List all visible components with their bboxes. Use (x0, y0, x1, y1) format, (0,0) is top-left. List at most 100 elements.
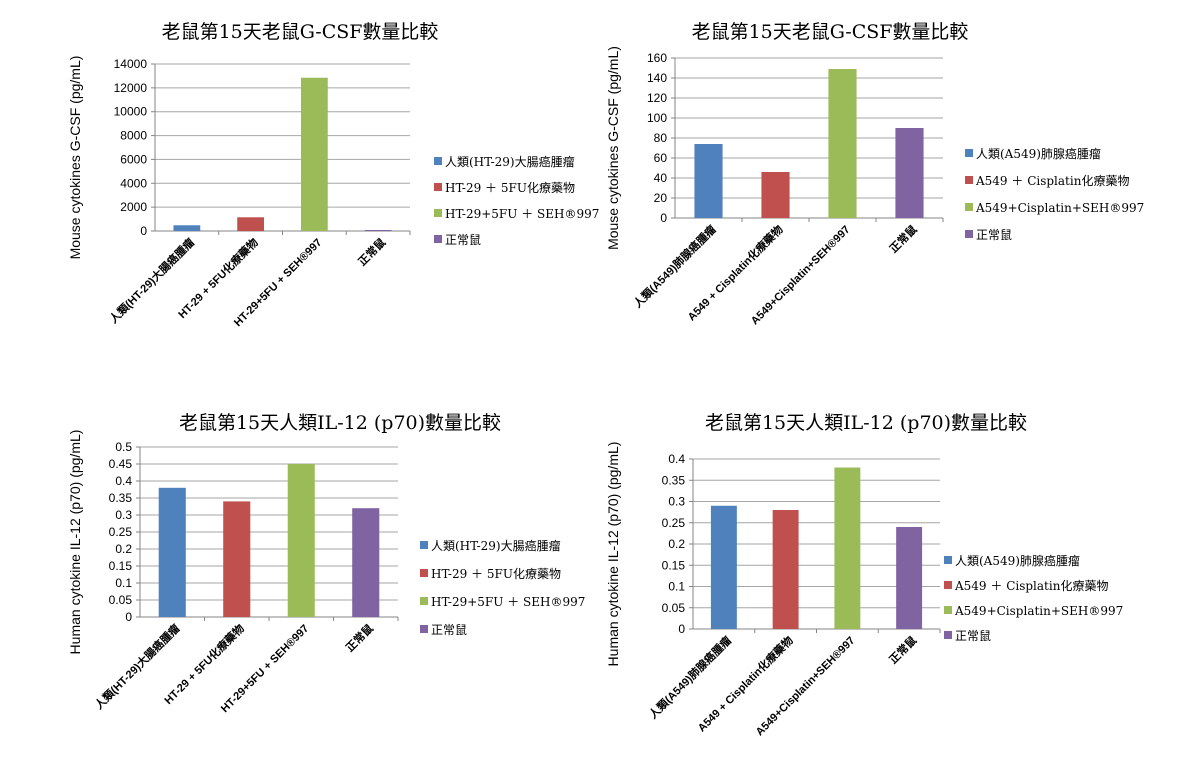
y-axis-label: Mouse cytokines G-CSF (pg/mL) (67, 56, 83, 260)
y-tick-label: 0.45 (109, 457, 133, 471)
bar (364, 230, 392, 231)
legend-label: 正常鼠 (431, 623, 467, 637)
y-tick-label: 0.35 (662, 473, 686, 487)
legend-swatch (434, 235, 442, 243)
chart-1: 老鼠第15天老鼠G-CSF數量比較 0 2000 4000 6000 8000 10000 1… (67, 21, 599, 329)
y-tick-label: 0.3 (115, 508, 132, 522)
y-tick-label: 0.5 (115, 440, 132, 454)
y-tick-label: 4000 (120, 176, 147, 190)
y-tick-label: 120 (647, 91, 667, 105)
y-tick-label: 0.25 (109, 525, 133, 539)
legend-swatch (420, 541, 428, 549)
chart-title: 老鼠第15天人類IL-12 (p70)數量比較 (705, 412, 1027, 434)
legend-swatch (965, 230, 973, 238)
y-tick-label: 0.1 (668, 580, 685, 594)
y-tick-label: 0 (125, 610, 132, 624)
bar (895, 128, 924, 218)
y-axis-label: Human cytokine IL-12 (p70) (pg/mL) (67, 430, 83, 655)
y-axis-label: Human cytokine IL-12 (p70) (pg/mL) (605, 442, 621, 667)
y-tick-label: 0 (660, 211, 667, 225)
y-tick-label: 10000 (114, 105, 148, 119)
y-tick-label: 160 (647, 51, 667, 65)
y-tick-label: 0 (140, 224, 147, 238)
bar (772, 510, 799, 629)
y-tick-label: 60 (654, 151, 668, 165)
legend-swatch (420, 569, 428, 577)
legend-label: A549 ＋ Cisplatin化療藥物 (954, 579, 1108, 593)
x-tick-label: A549+Cisplatin+SEH®997 (754, 635, 858, 739)
bar (834, 467, 861, 629)
legend-swatch (420, 625, 428, 633)
legend-label: HT-29 ＋ 5FU化療藥物 (431, 567, 561, 581)
legend-swatch (965, 149, 973, 157)
legend-swatch (420, 597, 428, 605)
y-tick-label: 12000 (114, 81, 148, 95)
legend-swatch (965, 203, 973, 211)
legend-swatch (944, 581, 952, 589)
legend-label: HT-29 ＋ 5FU化療藥物 (445, 181, 575, 195)
bar (710, 505, 737, 629)
legend-swatch (434, 157, 442, 165)
y-axis-label: Mouse cytokines G-CSF (pg/mL) (605, 46, 621, 250)
legend-swatch (434, 183, 442, 191)
x-tick-label: 正常鼠 (886, 222, 919, 255)
y-tick-label: 0.2 (115, 542, 132, 556)
legend-swatch (944, 631, 952, 639)
y-tick-label: 100 (647, 111, 667, 125)
legend-label: HT-29+5FU ＋ SEH®997 (445, 207, 599, 221)
legend-label: 正常鼠 (976, 228, 1012, 242)
bar (173, 225, 201, 231)
y-tick-label: 14000 (114, 57, 148, 71)
chart-3: 老鼠第15天人類IL-12 (p70)數量比較 0 0.05 0.1 0.15 0.2 0.… (67, 412, 585, 715)
y-tick-label: 0.15 (662, 558, 686, 572)
chart-title: 老鼠第15天人類IL-12 (p70)數量比較 (179, 412, 501, 434)
y-tick-label: 0.3 (668, 495, 685, 509)
legend-label: A549+Cisplatin+SEH®997 (975, 201, 1144, 215)
bar (300, 77, 328, 231)
y-tick-label: 0.15 (109, 559, 133, 573)
x-tick-label: 正常鼠 (886, 633, 919, 666)
legend-swatch (434, 209, 442, 217)
legend-swatch (944, 556, 952, 564)
y-tick-label: 0.4 (668, 452, 685, 466)
y-tick-label: 20 (654, 191, 668, 205)
bar (761, 172, 790, 218)
legend-label: 人類(A549)肺腺癌腫瘤 (976, 146, 1101, 161)
bar (223, 501, 251, 617)
bar (352, 508, 380, 617)
legend-label: 正常鼠 (955, 629, 991, 643)
bar (237, 217, 265, 231)
y-tick-label: 80 (654, 131, 668, 145)
bar (896, 527, 923, 629)
y-tick-label: 0.1 (115, 576, 132, 590)
chart-title: 老鼠第15天老鼠G-CSF數量比較 (162, 21, 439, 43)
legend-label: A549 ＋ Cisplatin化療藥物 (975, 174, 1129, 188)
y-tick-label: 0.05 (662, 601, 686, 615)
y-tick-label: 0.25 (662, 516, 686, 530)
y-tick-label: 0 (678, 622, 685, 636)
legend-label: 人類(A549)肺腺癌腫瘤 (955, 553, 1080, 568)
y-tick-label: 0.4 (115, 474, 132, 488)
bar (287, 464, 315, 617)
legend-swatch (965, 176, 973, 184)
y-tick-label: 140 (647, 71, 667, 85)
legend-label: 人類(HT-29)大腸癌腫瘤 (431, 538, 561, 553)
y-tick-label: 0.35 (109, 491, 133, 505)
y-tick-label: 6000 (120, 152, 147, 166)
y-tick-label: 0.2 (668, 537, 685, 551)
x-tick-label: 正常鼠 (355, 235, 388, 268)
legend-label: 人類(HT-29)大腸癌腫瘤 (445, 154, 575, 169)
chart-title: 老鼠第15天老鼠G-CSF數量比較 (692, 21, 969, 43)
x-tick-label: 正常鼠 (343, 621, 376, 654)
bar (694, 144, 723, 218)
y-tick-label: 40 (654, 171, 668, 185)
legend-label: A549+Cisplatin+SEH®997 (954, 604, 1123, 618)
chart-4: 老鼠第15天人類IL-12 (p70)數量比較 0 0.05 0.1 0.15 0.2 0.… (605, 412, 1123, 738)
y-tick-label: 2000 (120, 200, 147, 214)
legend-label: HT-29+5FU ＋ SEH®997 (431, 595, 585, 609)
legend-swatch (944, 606, 952, 614)
bar (158, 487, 186, 617)
y-tick-label: 0.05 (109, 593, 133, 607)
chart-2: 老鼠第15天老鼠G-CSF數量比較 0 20 40 60 80 100 120 140 160 Mo… (605, 21, 1144, 327)
